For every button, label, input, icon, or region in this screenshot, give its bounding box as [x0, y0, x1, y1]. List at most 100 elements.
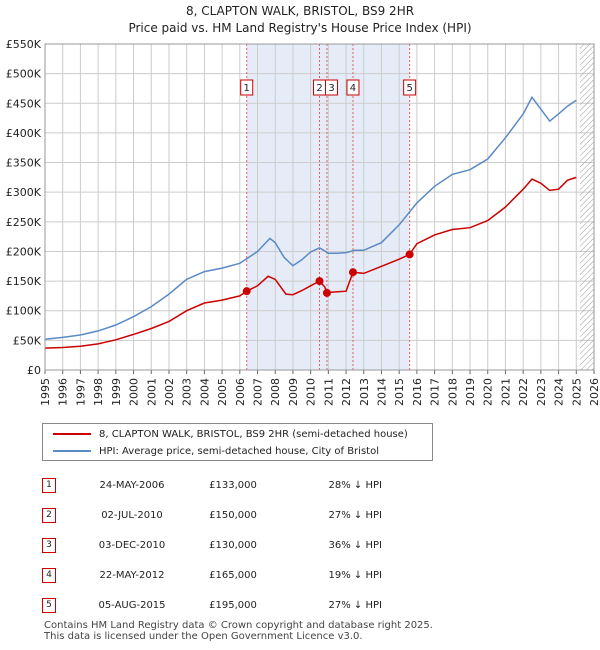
x-tick-label: 1995: [39, 378, 52, 406]
x-tick-label: 2019: [464, 378, 477, 406]
sale-price: £195,000: [209, 599, 257, 611]
sale-number-badge: 1: [42, 477, 56, 493]
sale-label-box: [346, 79, 360, 96]
sale-label-box: [325, 79, 338, 96]
x-tick-label: 2011: [322, 378, 335, 406]
y-tick-label: £0: [27, 364, 41, 377]
sale-number-badge: 3: [42, 537, 56, 553]
property-price-line: [44, 176, 577, 349]
footer: Contains HM Land Registry data © Crown c…: [44, 620, 433, 642]
future-hatch: [579, 44, 594, 370]
chart-legend: 8, CLAPTON WALK, BRISTOL, BS9 2HR (semi-…: [42, 423, 433, 461]
chart-subtitle: Price paid vs. HM Land Registry's House …: [128, 21, 472, 35]
sale-label-box: [403, 79, 417, 96]
sales-table: 1 24-MAY-2006 £133,000 28% ↓ HPI 2 02-JU…: [42, 470, 382, 620]
sale-point: [242, 287, 251, 296]
x-tick-label: 2010: [305, 378, 318, 406]
sale-label-number: 5: [406, 83, 412, 94]
sale-point: [322, 288, 331, 297]
y-tick-label: £100K: [6, 305, 42, 318]
x-tick-label: 2020: [482, 378, 495, 406]
y-tick-label: £300K: [6, 186, 42, 199]
x-tick-label: 2001: [145, 378, 158, 406]
y-tick-label: £150K: [6, 275, 42, 288]
x-tick-label: 2015: [393, 378, 406, 406]
x-tick-label: 2004: [198, 378, 211, 406]
x-tick-label: 2005: [216, 378, 229, 406]
y-tick-label: £350K: [6, 157, 42, 170]
sale-label-number: 1: [244, 83, 250, 94]
x-tick-label: 2025: [570, 378, 583, 406]
sale-date: 24-MAY-2006: [99, 479, 165, 491]
x-tick-label: 2008: [269, 378, 282, 406]
sale-label-number: 3: [328, 83, 334, 94]
sale-label-number: 2: [316, 83, 322, 94]
plot-frame: [44, 43, 595, 371]
sale-number-badge: 5: [42, 597, 56, 613]
x-tick-label: 2009: [287, 378, 300, 406]
legend-swatch-hpi: [53, 450, 91, 452]
y-tick-label: £200K: [6, 245, 42, 258]
x-tick-label: 2026: [588, 378, 600, 406]
y-tick-label: £50K: [13, 334, 42, 347]
footer-copyright: Contains HM Land Registry data © Crown c…: [44, 620, 433, 631]
x-tick-label: 2021: [499, 378, 512, 406]
sale-hpi-diff: 28% ↓ HPI: [328, 479, 382, 491]
hpi-line: [44, 95, 577, 340]
legend-item-property: 8, CLAPTON WALK, BRISTOL, BS9 2HR (semi-…: [53, 426, 408, 442]
x-tick-label: 2006: [234, 378, 247, 406]
x-tick-label: 2002: [163, 378, 176, 406]
sale-point: [348, 268, 357, 277]
sale-point: [405, 250, 414, 259]
x-tick-label: 2000: [128, 378, 141, 406]
sale-hpi-diff: 27% ↓ HPI: [328, 509, 382, 521]
sale-number-badge: 2: [42, 507, 56, 523]
legend-swatch-property: [53, 433, 91, 435]
y-tick-label: £250K: [6, 216, 42, 229]
x-tick-label: 1999: [110, 378, 123, 406]
sale-hpi-diff: 27% ↓ HPI: [328, 599, 382, 611]
sale-date: 22-MAY-2012: [99, 569, 165, 581]
sale-date: 02-JUL-2010: [101, 509, 163, 521]
x-tick-label: 2023: [535, 378, 548, 406]
sale-label-number: 4: [350, 83, 356, 94]
y-tick-label: £500K: [6, 68, 42, 81]
x-tick-label: 2012: [340, 378, 353, 406]
chart-title: 8, CLAPTON WALK, BRISTOL, BS9 2HR: [185, 4, 415, 18]
table-row: 5 05-AUG-2015 £195,000 27% ↓ HPI: [42, 590, 382, 620]
sale-point: [315, 277, 324, 286]
sale-label-box: [240, 79, 254, 96]
table-row: 4 22-MAY-2012 £165,000 19% ↓ HPI: [42, 560, 382, 590]
sale-date: 03-DEC-2010: [98, 539, 166, 551]
y-tick-label: £400K: [6, 127, 42, 140]
sale-date: 05-AUG-2015: [98, 599, 166, 611]
x-tick-label: 1996: [57, 378, 70, 406]
x-tick-label: 2024: [553, 378, 566, 406]
table-row: 3 03-DEC-2010 £130,000 36% ↓ HPI: [42, 530, 382, 560]
x-tick-label: 1998: [92, 378, 105, 406]
sale-price: £130,000: [209, 539, 257, 551]
x-tick-label: 2003: [181, 378, 194, 406]
legend-label-property: 8, CLAPTON WALK, BRISTOL, BS9 2HR (semi-…: [99, 428, 408, 440]
x-tick-label: 2018: [446, 378, 459, 406]
legend-item-hpi: HPI: Average price, semi-detached house,…: [53, 443, 379, 459]
legend-label-hpi: HPI: Average price, semi-detached house,…: [99, 445, 379, 457]
sale-hpi-diff: 36% ↓ HPI: [328, 539, 382, 551]
y-tick-label: £450K: [6, 97, 42, 110]
y-tick-label: £550K: [6, 38, 42, 51]
sale-price: £150,000: [209, 509, 257, 521]
table-row: 2 02-JUL-2010 £150,000 27% ↓ HPI: [42, 500, 382, 530]
sale-price: £133,000: [209, 479, 257, 491]
x-tick-label: 2017: [429, 378, 442, 406]
x-tick-label: 1997: [74, 378, 87, 406]
footer-licence: This data is licensed under the Open Gov…: [44, 631, 363, 642]
sale-price: £165,000: [209, 569, 257, 581]
x-tick-label: 2014: [375, 378, 388, 406]
x-tick-label: 2013: [358, 378, 371, 406]
x-tick-label: 2007: [252, 378, 265, 406]
sale-number-badge: 4: [42, 567, 56, 583]
sale-hpi-diff: 19% ↓ HPI: [328, 569, 382, 581]
table-row: 1 24-MAY-2006 £133,000 28% ↓ HPI: [42, 470, 382, 500]
x-tick-label: 2022: [517, 378, 530, 406]
